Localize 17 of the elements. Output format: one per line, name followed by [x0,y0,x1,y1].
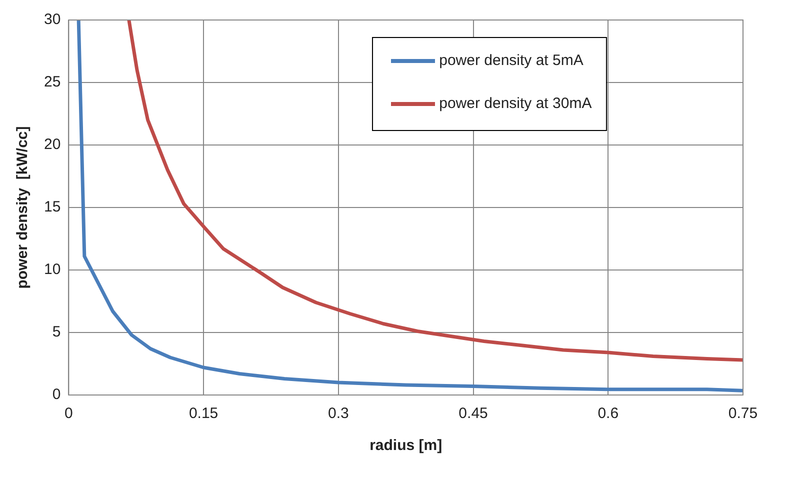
x-tick-label: 0.6 [598,405,619,422]
legend-label: power density at 5mA [439,52,584,69]
x-tick-label: 0 [64,405,73,422]
y-tick-label: 15 [44,198,61,216]
y-tick-label: 25 [44,74,61,91]
y-tick-label: 20 [44,136,61,154]
x-tick-label: 0.3 [328,405,349,422]
y-tick-label: 30 [44,11,61,28]
legend-label: power density at 30mA [439,95,592,112]
x-tick-label: 0.15 [188,405,218,422]
x-tick-label: 0.75 [728,405,758,422]
y-tick-label: 10 [44,261,61,278]
x-axis-title: radius [m] [370,437,442,454]
x-tick-label: 0.45 [458,405,488,422]
y-axis-title: power density [kW/cc] [14,126,32,289]
y-tick-label: 0 [52,386,61,404]
y-tick-label: 5 [52,324,61,341]
